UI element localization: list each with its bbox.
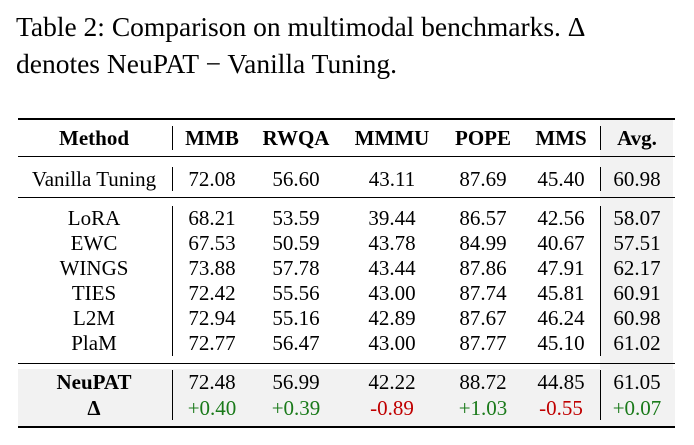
method-mms-value: 47.91 bbox=[537, 256, 585, 280]
method-method-name: PlaM bbox=[71, 331, 117, 355]
method-avg-value: 57.51 bbox=[613, 231, 661, 255]
method-rwqa-value: 55.56 bbox=[272, 281, 320, 305]
methods-rule bbox=[18, 363, 675, 364]
method-mmb-value: 72.77 bbox=[188, 331, 236, 355]
method-pope-value: 84.99 bbox=[459, 231, 507, 255]
ours-row-shading bbox=[18, 369, 675, 426]
method-mmmu-value: 42.89 bbox=[368, 306, 416, 330]
method-rwqa-value: 57.78 bbox=[272, 256, 320, 280]
method-mmb-value: 72.94 bbox=[188, 306, 236, 330]
method-mmb-value: 73.88 bbox=[188, 256, 236, 280]
avg-separator bbox=[600, 370, 601, 420]
baseline-mmmu-value: 43.11 bbox=[368, 167, 416, 191]
method-rwqa-value: 53.59 bbox=[272, 206, 320, 230]
method-pope-value: 87.74 bbox=[459, 281, 507, 305]
baseline-rwqa-value: 56.60 bbox=[272, 167, 320, 191]
ours-mms-value: 44.85 bbox=[537, 370, 585, 394]
ours-pope-value: 88.72 bbox=[459, 370, 507, 394]
method-pope-value: 87.67 bbox=[459, 306, 507, 330]
baseline-method-name: Vanilla Tuning bbox=[31, 167, 157, 191]
header-pope: POPE bbox=[455, 126, 511, 150]
header-mms: MMS bbox=[535, 126, 587, 150]
method-pope-value: 86.57 bbox=[459, 206, 507, 230]
header-method: Method bbox=[59, 126, 129, 150]
baseline-pope-value: 87.69 bbox=[459, 167, 507, 191]
header-mmmu: MMMU bbox=[354, 126, 430, 150]
method-mmmu-value: 43.00 bbox=[368, 281, 416, 305]
method-mms-value: 45.10 bbox=[537, 331, 585, 355]
method-rwqa-value: 55.16 bbox=[272, 306, 320, 330]
ours-mmb-value: 72.48 bbox=[188, 370, 236, 394]
header-rule bbox=[18, 156, 675, 157]
delta-avg-value: +0.07 bbox=[612, 396, 662, 420]
ours-rwqa-value: 56.99 bbox=[272, 370, 320, 394]
method-method-name: TIES bbox=[71, 281, 117, 305]
delta-mmb-value: +0.40 bbox=[187, 396, 237, 420]
bottom-rule bbox=[18, 426, 675, 428]
method-separator bbox=[172, 167, 173, 191]
method-mms-value: 46.24 bbox=[537, 306, 585, 330]
method-mms-value: 40.67 bbox=[537, 231, 585, 255]
method-separator bbox=[172, 206, 173, 356]
baseline-avg-value: 60.98 bbox=[613, 167, 661, 191]
avg-separator bbox=[600, 206, 601, 356]
baseline-mmb-value: 72.08 bbox=[188, 167, 236, 191]
top-rule bbox=[18, 118, 675, 120]
baseline-rule bbox=[18, 197, 675, 198]
table-caption: Table 2: Comparison on multimodal benchm… bbox=[16, 8, 680, 82]
delta-method-name: Δ bbox=[87, 396, 101, 420]
method-mmb-value: 67.53 bbox=[188, 231, 236, 255]
method-mmmu-value: 43.44 bbox=[368, 256, 416, 280]
method-rwqa-value: 50.59 bbox=[272, 231, 320, 255]
ours-mmmu-value: 42.22 bbox=[368, 370, 416, 394]
method-avg-value: 60.91 bbox=[613, 281, 661, 305]
delta-rwqa-value: +0.39 bbox=[271, 396, 321, 420]
method-mmb-value: 72.42 bbox=[188, 281, 236, 305]
method-avg-value: 62.17 bbox=[613, 256, 661, 280]
method-mmmu-value: 43.78 bbox=[368, 231, 416, 255]
method-mmmu-value: 43.00 bbox=[368, 331, 416, 355]
caption-line-1: Table 2: Comparison on multimodal benchm… bbox=[16, 11, 586, 42]
caption-line-2: denotes NeuPAT − Vanilla Tuning. bbox=[16, 48, 397, 79]
method-mmmu-value: 39.44 bbox=[368, 206, 416, 230]
ours-avg-value: 61.05 bbox=[613, 370, 661, 394]
method-avg-value: 58.07 bbox=[613, 206, 661, 230]
method-rwqa-value: 56.47 bbox=[272, 331, 320, 355]
method-pope-value: 87.86 bbox=[459, 256, 507, 280]
method-method-name: LoRA bbox=[67, 206, 121, 230]
method-method-name: WINGS bbox=[59, 256, 129, 280]
method-mms-value: 45.81 bbox=[537, 281, 585, 305]
method-avg-value: 61.02 bbox=[613, 331, 661, 355]
method-method-name: L2M bbox=[73, 306, 115, 330]
delta-mmmu-value: -0.89 bbox=[370, 396, 414, 420]
method-mms-value: 42.56 bbox=[537, 206, 585, 230]
delta-pope-value: +1.03 bbox=[458, 396, 508, 420]
delta-mms-value: -0.55 bbox=[539, 396, 583, 420]
avg-separator bbox=[600, 126, 601, 150]
method-avg-value: 60.98 bbox=[613, 306, 661, 330]
header-rwqa: RWQA bbox=[262, 126, 330, 150]
avg-separator bbox=[600, 167, 601, 191]
method-mmb-value: 68.21 bbox=[188, 206, 236, 230]
method-separator bbox=[172, 370, 173, 420]
method-pope-value: 87.77 bbox=[459, 331, 507, 355]
header-mmb: MMB bbox=[185, 126, 239, 150]
ours-method-name: NeuPAT bbox=[56, 370, 132, 394]
method-method-name: EWC bbox=[70, 231, 118, 255]
baseline-mms-value: 45.40 bbox=[537, 167, 585, 191]
method-separator bbox=[172, 126, 173, 150]
header-avg: Avg. bbox=[617, 126, 657, 150]
